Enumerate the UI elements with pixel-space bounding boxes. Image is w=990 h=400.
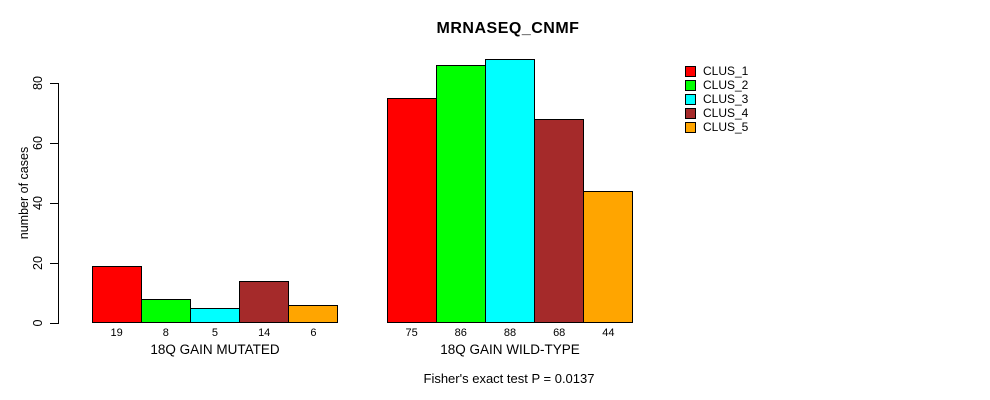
legend-swatch-icon	[685, 65, 696, 77]
legend-label: CLUS_3	[703, 92, 749, 106]
bar-clus_1-group1	[91, 266, 142, 323]
y-axis-tick-label: 0	[31, 319, 45, 327]
bar-clus_5-group2	[583, 191, 634, 323]
bar-clus_2-group2	[435, 65, 486, 323]
bar-clus_5-group1	[288, 305, 339, 323]
bar-value-label: 14	[258, 327, 271, 339]
y-axis-tick	[50, 263, 58, 264]
legend-item-clus_5: CLUS_5	[685, 120, 748, 134]
y-axis-tick	[50, 323, 58, 324]
y-axis-title: number of cases	[17, 146, 31, 240]
legend-swatch-icon	[685, 107, 696, 119]
bar-clus_3-group2	[484, 59, 536, 323]
bar-value-label: 68	[553, 327, 566, 339]
y-axis-tick	[50, 203, 58, 204]
x-axis-group-label: 18Q GAIN MUTATED	[150, 342, 280, 357]
chart-title: MRNASEQ_CNMF	[436, 20, 580, 37]
y-axis-tick-label: 60	[31, 136, 45, 150]
bar-clus_4-group1	[239, 281, 290, 323]
legend-item-clus_1: CLUS_1	[685, 64, 748, 78]
legend-item-clus_2: CLUS_2	[685, 78, 748, 92]
bar-clus_2-group1	[140, 299, 191, 323]
bar-clus_1-group2	[386, 98, 437, 323]
bar-clus_3-group1	[189, 308, 241, 323]
bar-value-label: 86	[454, 327, 467, 339]
y-axis-tick-label: 40	[31, 196, 45, 210]
legend-label: CLUS_2	[703, 78, 749, 92]
x-axis-group-label: 18Q GAIN WILD-TYPE	[440, 342, 580, 357]
y-axis-tick	[50, 143, 58, 144]
legend-swatch-icon	[685, 93, 696, 105]
bar-value-label: 19	[110, 327, 123, 339]
bar-value-label: 44	[602, 327, 615, 339]
fisher-test-annotation: Fisher's exact test P = 0.0137	[423, 371, 595, 386]
legend-swatch-icon	[685, 79, 696, 91]
bar-value-label: 75	[405, 327, 418, 339]
bar-value-label: 8	[162, 327, 169, 339]
bar-value-label: 88	[503, 327, 517, 339]
y-axis-tick-label: 20	[31, 256, 45, 270]
bar-value-label: 6	[310, 327, 317, 339]
bar-value-label: 5	[211, 327, 219, 339]
legend-item-clus_3: CLUS_3	[685, 92, 748, 106]
y-axis-line	[58, 83, 59, 324]
legend-label: CLUS_5	[703, 120, 749, 134]
y-axis-tick	[50, 83, 58, 84]
legend-swatch-icon	[685, 121, 696, 133]
y-axis-tick-label: 80	[31, 76, 45, 90]
bar-clus_4-group2	[534, 119, 585, 323]
legend: CLUS_1 CLUS_2 CLUS_3 CLUS_4 CLUS_5	[685, 64, 748, 134]
legend-label: CLUS_1	[703, 64, 749, 78]
legend-item-clus_4: CLUS_4	[685, 106, 748, 120]
legend-label: CLUS_4	[703, 106, 749, 120]
